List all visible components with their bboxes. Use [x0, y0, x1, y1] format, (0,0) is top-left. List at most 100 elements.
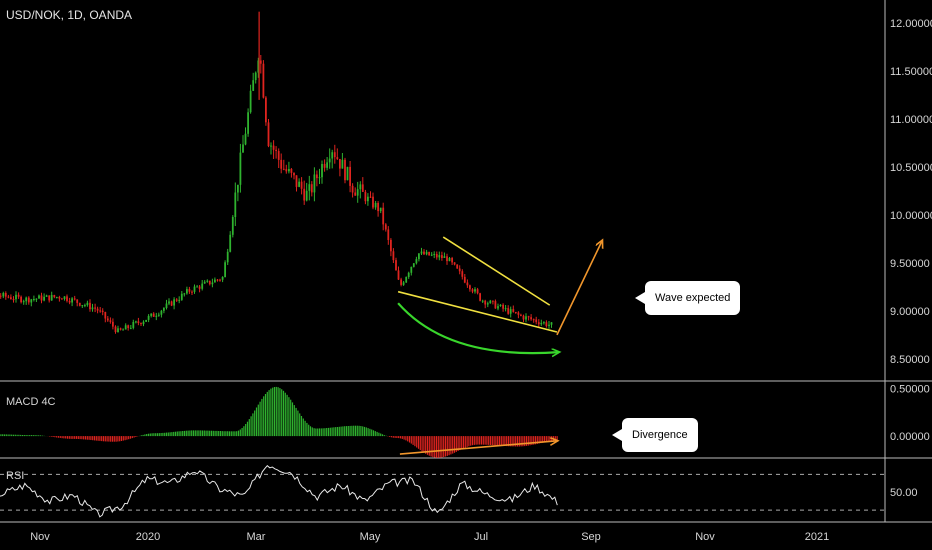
candle-body	[451, 258, 453, 263]
candle-body	[397, 270, 400, 280]
candle-body	[548, 324, 550, 326]
candle-body	[163, 308, 165, 311]
candle-body	[127, 325, 130, 328]
candle-body	[374, 203, 377, 208]
candle-body	[382, 207, 385, 225]
wedge-trendline	[442, 236, 551, 306]
candle-body	[550, 322, 553, 325]
candle-body	[58, 297, 61, 299]
candle-body	[412, 263, 415, 267]
candle-body	[402, 282, 405, 285]
candle-body	[420, 251, 423, 254]
rsi-pane	[0, 464, 885, 518]
candle-body	[474, 289, 476, 292]
candle-body	[10, 297, 12, 300]
time-tick-label: 2021	[805, 531, 829, 543]
candle-body	[379, 207, 382, 212]
candle-body	[186, 289, 188, 294]
price-candles	[0, 11, 553, 334]
candle-body	[152, 313, 155, 317]
price-tick-label: 9.00000	[890, 306, 930, 318]
time-tick-label: Nov	[695, 531, 715, 543]
candle-body	[453, 262, 456, 265]
candle-body	[38, 295, 40, 299]
candle-body	[178, 299, 181, 301]
candle-body	[300, 181, 303, 189]
candle-body	[106, 318, 109, 321]
candle-body	[101, 310, 104, 312]
candle-body	[395, 260, 397, 271]
candle-body	[2, 293, 5, 297]
candle-body	[463, 276, 466, 283]
candle-body	[81, 305, 84, 307]
candle-body	[499, 304, 502, 307]
candle-body	[504, 308, 507, 310]
wedge-trendline	[397, 290, 558, 333]
pane-separators	[0, 0, 932, 523]
candle-body	[48, 295, 51, 301]
candle-body	[298, 181, 300, 187]
candle-body	[129, 327, 132, 329]
candle-body	[430, 254, 433, 256]
candle-body	[112, 321, 114, 327]
candle-body	[160, 310, 163, 315]
candle-body	[479, 293, 481, 301]
candle-body	[12, 299, 15, 301]
price-tick-label: 12.00000	[890, 18, 932, 30]
candle-body	[157, 314, 160, 316]
candle-body	[86, 302, 89, 306]
candle-body	[4, 293, 7, 297]
candle-body	[458, 268, 461, 272]
candle-body	[545, 322, 548, 327]
candle-body	[252, 80, 255, 91]
wave-expected-callout: Wave expected	[634, 281, 741, 315]
candle-body	[122, 329, 124, 331]
candle-body	[466, 282, 469, 286]
candle-body	[433, 254, 436, 255]
candle-body	[423, 251, 425, 255]
candle-body	[512, 309, 515, 312]
candle-body	[492, 300, 494, 302]
candle-body	[527, 316, 530, 318]
candle-body	[71, 298, 73, 303]
candle-body	[328, 158, 331, 163]
candle-body	[441, 255, 443, 258]
candle-body	[520, 314, 522, 316]
candle-body	[270, 145, 272, 147]
candle-body	[489, 300, 492, 304]
candle-body	[517, 312, 520, 315]
candle-body	[63, 296, 66, 299]
candle-body	[25, 297, 28, 302]
candle-body	[0, 295, 2, 297]
candle-body	[221, 277, 224, 280]
candle-body	[109, 320, 112, 322]
candle-body	[155, 315, 158, 317]
candle-body	[211, 282, 214, 285]
candle-body	[229, 234, 232, 252]
candle-body	[290, 169, 293, 173]
candle-body	[89, 302, 91, 310]
candle-body	[237, 184, 239, 193]
candle-body	[224, 262, 226, 278]
candle-body	[384, 224, 387, 230]
candle-body	[461, 271, 464, 277]
candle-body	[234, 192, 237, 217]
candle-body	[438, 255, 441, 258]
rsi-pane-label: RSI	[6, 470, 25, 482]
candle-body	[137, 321, 140, 323]
candle-body	[354, 192, 357, 196]
candle-body	[196, 286, 198, 288]
candle-body	[43, 296, 45, 301]
candle-body	[359, 184, 362, 190]
macd-tick-label: 0.50000	[890, 384, 930, 396]
candle-body	[392, 251, 395, 261]
candle-body	[540, 322, 543, 325]
candle-body	[7, 296, 10, 298]
candle-body	[262, 63, 265, 98]
candle-body	[244, 133, 247, 145]
symbol-title: USD/NOK, 1D, OANDA	[6, 8, 133, 22]
wave-arrow	[556, 241, 602, 336]
candle-body	[525, 316, 527, 320]
candle-body	[132, 322, 135, 328]
candle-body	[446, 256, 448, 262]
